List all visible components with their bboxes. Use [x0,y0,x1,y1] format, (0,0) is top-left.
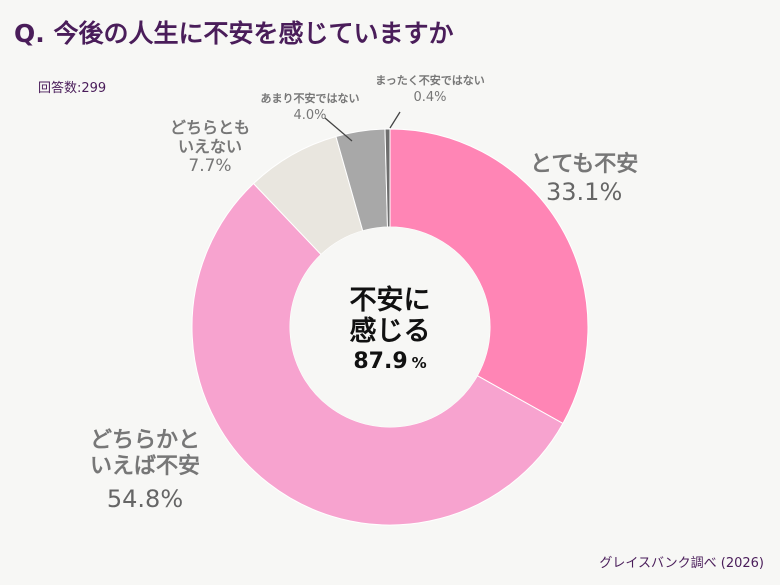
slice-label: とても不安 [530,152,639,177]
slice-label: まったく不安ではない [375,74,485,87]
label-not-very-anxious: あまり不安ではない 4.0% [250,92,370,124]
slice-value: 0.4% [413,90,447,106]
center-line2: 感じる [349,316,431,348]
slice-label: どちらともいえない [169,118,250,157]
label-not-anxious-at-all: まったく不安ではない 0.4% [360,74,500,106]
chart-title: Q. 今後の人生に不安を感じていますか [14,19,454,48]
donut-hole [290,227,490,427]
center-value: 87.9 [353,349,408,375]
slice-label: どちらかといえば不安 [89,428,200,480]
center-line1: 不安に [349,285,431,316]
slice-value: 54.8% [106,484,184,513]
slice-value: 4.0% [293,108,327,124]
leader-line-1 [389,111,401,129]
respondent-count: 回答数:299 [38,81,107,96]
center-unit: % [411,354,427,373]
slice-value: 33.1% [546,178,623,207]
slice-label: あまり不安ではない [260,92,360,105]
source-note: グレイスバンク調べ (2026) [599,556,764,571]
center-summary: 不安に 感じる 87.9% [330,285,450,374]
slice-value: 7.7% [188,156,232,177]
leader-line-0 [324,117,353,142]
label-somewhat-anxious: どちらかといえば不安 54.8% [70,428,220,514]
label-neutral: どちらともいえない 7.7% [160,118,260,177]
label-very-anxious: とても不安 33.1% [530,152,638,207]
